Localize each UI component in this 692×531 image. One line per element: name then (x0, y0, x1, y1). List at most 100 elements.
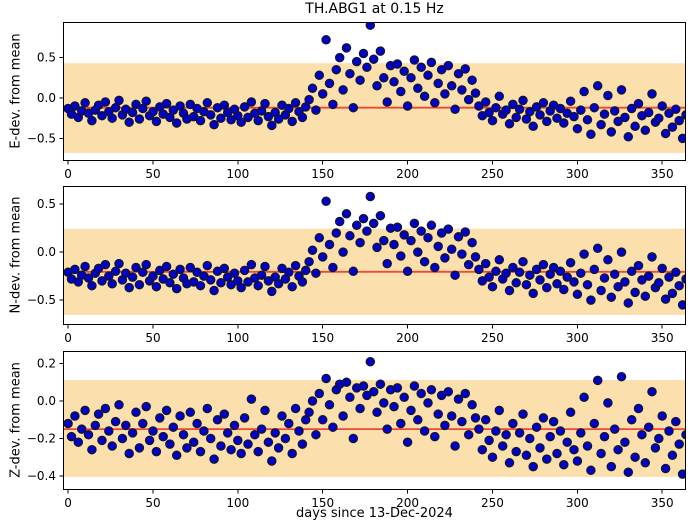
data-point (226, 115, 236, 125)
data-point (667, 450, 678, 461)
data-point (402, 101, 413, 111)
data-point (470, 88, 481, 98)
data-point (440, 420, 450, 431)
data-point (355, 75, 365, 85)
data-point (579, 86, 589, 97)
data-point (195, 115, 206, 126)
data-point (127, 272, 138, 282)
data-point (497, 441, 508, 451)
x-tick-label: 150 (311, 331, 334, 345)
data-point (399, 392, 409, 403)
data-point (433, 409, 443, 419)
data-point (355, 237, 365, 248)
data-point (131, 407, 141, 418)
data-point (314, 233, 325, 243)
data-point (402, 266, 413, 277)
data-point (640, 125, 651, 136)
data-point (158, 431, 168, 442)
data-point (192, 418, 202, 429)
data-point (97, 435, 107, 446)
data-point (569, 111, 579, 122)
data-point (514, 104, 525, 115)
data-point (168, 269, 179, 279)
data-point (239, 102, 250, 112)
data-point (379, 73, 389, 83)
data-point (650, 443, 661, 453)
data-point (501, 268, 511, 278)
data-point (582, 441, 593, 451)
data-point (528, 288, 538, 299)
data-point (348, 102, 359, 113)
data-point (399, 66, 409, 77)
data-point (396, 86, 406, 97)
data-point (273, 114, 284, 124)
data-point (314, 70, 325, 81)
data-point (660, 294, 671, 304)
data-point (446, 244, 457, 255)
data-point (236, 282, 246, 293)
data-point (457, 85, 467, 95)
data-point (253, 280, 263, 291)
data-point (358, 213, 369, 224)
data-point (155, 413, 165, 423)
data-point (681, 274, 686, 284)
data-point (70, 101, 80, 111)
data-point (630, 287, 640, 298)
data-point (508, 262, 518, 273)
data-point (134, 114, 145, 124)
data-point (297, 112, 308, 123)
data-point (83, 429, 94, 440)
data-point (504, 285, 515, 296)
data-point (402, 437, 413, 447)
data-point (246, 97, 257, 107)
data-point (144, 435, 155, 446)
data-point (148, 426, 158, 436)
data-point (205, 110, 216, 120)
data-point (491, 426, 501, 436)
data-point (531, 102, 542, 112)
data-point (637, 429, 647, 440)
data-point (606, 127, 617, 137)
data-point (559, 284, 569, 295)
data-point (63, 418, 73, 429)
data-point (463, 94, 474, 105)
data-point (596, 285, 606, 296)
data-point (284, 267, 294, 278)
data-point (582, 279, 593, 290)
data-point (484, 272, 494, 282)
data-point (470, 252, 481, 262)
data-point (440, 89, 450, 99)
data-point (460, 227, 471, 237)
data-point (256, 270, 267, 280)
data-point (76, 424, 87, 434)
data-point (317, 415, 328, 425)
data-point (114, 258, 124, 269)
data-point (168, 105, 179, 115)
data-point (463, 259, 474, 270)
data-point (284, 418, 294, 429)
data-point (379, 235, 389, 246)
data-point (501, 429, 511, 440)
x-tick-label: 250 (481, 496, 504, 510)
data-point (368, 386, 379, 397)
data-point (542, 454, 552, 464)
data-point (423, 398, 433, 408)
data-point (654, 113, 664, 123)
data-point (413, 83, 423, 94)
data-point (623, 298, 634, 308)
data-point (392, 383, 403, 393)
data-point (453, 68, 464, 79)
data-point (406, 73, 416, 83)
data-point (643, 271, 654, 281)
data-point (599, 431, 610, 442)
data-point (399, 230, 409, 240)
data-point (372, 81, 382, 91)
data-point (508, 418, 518, 429)
data-point (453, 232, 464, 242)
x-tick-label: 250 (481, 331, 504, 345)
data-point (657, 263, 667, 274)
data-point (368, 54, 379, 64)
data-point (613, 116, 623, 127)
data-point (467, 75, 477, 85)
data-point (480, 415, 491, 425)
